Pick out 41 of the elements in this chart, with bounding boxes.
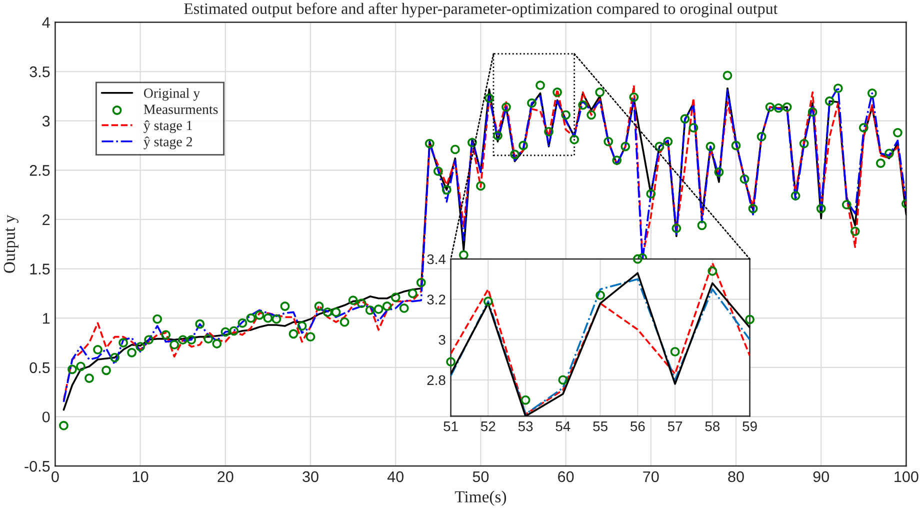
- x-tick-label: 55: [593, 422, 608, 432]
- y-tick-label: 1: [43, 313, 50, 324]
- x-tick-label: 57: [668, 422, 682, 432]
- x-axis-title: Time(s): [454, 490, 506, 506]
- legend-label: ŷ stage 2: [144, 136, 192, 150]
- x-tick-label: 30: [302, 471, 318, 482]
- chart-title: Estimated output before and after hyper-parameter-optimization compared to oroginal output: [184, 2, 778, 18]
- x-tick-label: 70: [643, 471, 659, 482]
- y-tick-label: 2: [42, 214, 50, 226]
- x-tick-label: 58: [705, 421, 720, 432]
- y-tick-label: 1.5: [30, 264, 50, 274]
- x-tick-label: 40: [387, 471, 404, 482]
- legend-label: ŷ stage 1: [144, 120, 192, 134]
- x-tick-label: 0: [52, 471, 59, 482]
- y-tick-label: 3.5: [30, 66, 50, 78]
- x-tick-label: 51: [444, 422, 458, 432]
- x-tick-label: 59: [742, 421, 757, 432]
- legend-label: Measurments: [144, 104, 218, 114]
- x-tick-label: 80: [728, 471, 744, 482]
- y-tick-label: 0.5: [30, 362, 50, 374]
- x-tick-label: 54: [556, 422, 570, 432]
- y-tick-label: 3.2: [427, 294, 446, 304]
- y-tick-label: -0.5: [24, 460, 50, 472]
- y-tick-label: 3: [42, 116, 50, 127]
- x-tick-label: 90: [813, 471, 829, 482]
- x-tick-label: 50: [472, 471, 489, 482]
- x-tick-label: 20: [218, 471, 234, 482]
- x-tick-label: 56: [630, 421, 645, 432]
- legend-label: Original y: [144, 88, 200, 101]
- y-tick-label: 3: [438, 334, 446, 345]
- y-tick-label: 4: [42, 17, 50, 28]
- x-tick-label: 53: [518, 421, 533, 432]
- y-axis-title: Output y: [4, 214, 18, 273]
- x-tick-label: 10: [132, 471, 148, 482]
- y-tick-label: 3.4: [427, 254, 446, 264]
- x-tick-label: 60: [558, 471, 574, 482]
- y-tick-label: 0: [42, 412, 50, 422]
- y-tick-label: 2.5: [30, 165, 50, 176]
- x-tick-label: 52: [481, 421, 496, 432]
- x-tick-label: 100: [894, 471, 918, 482]
- y-tick-label: 2.8: [427, 375, 446, 386]
